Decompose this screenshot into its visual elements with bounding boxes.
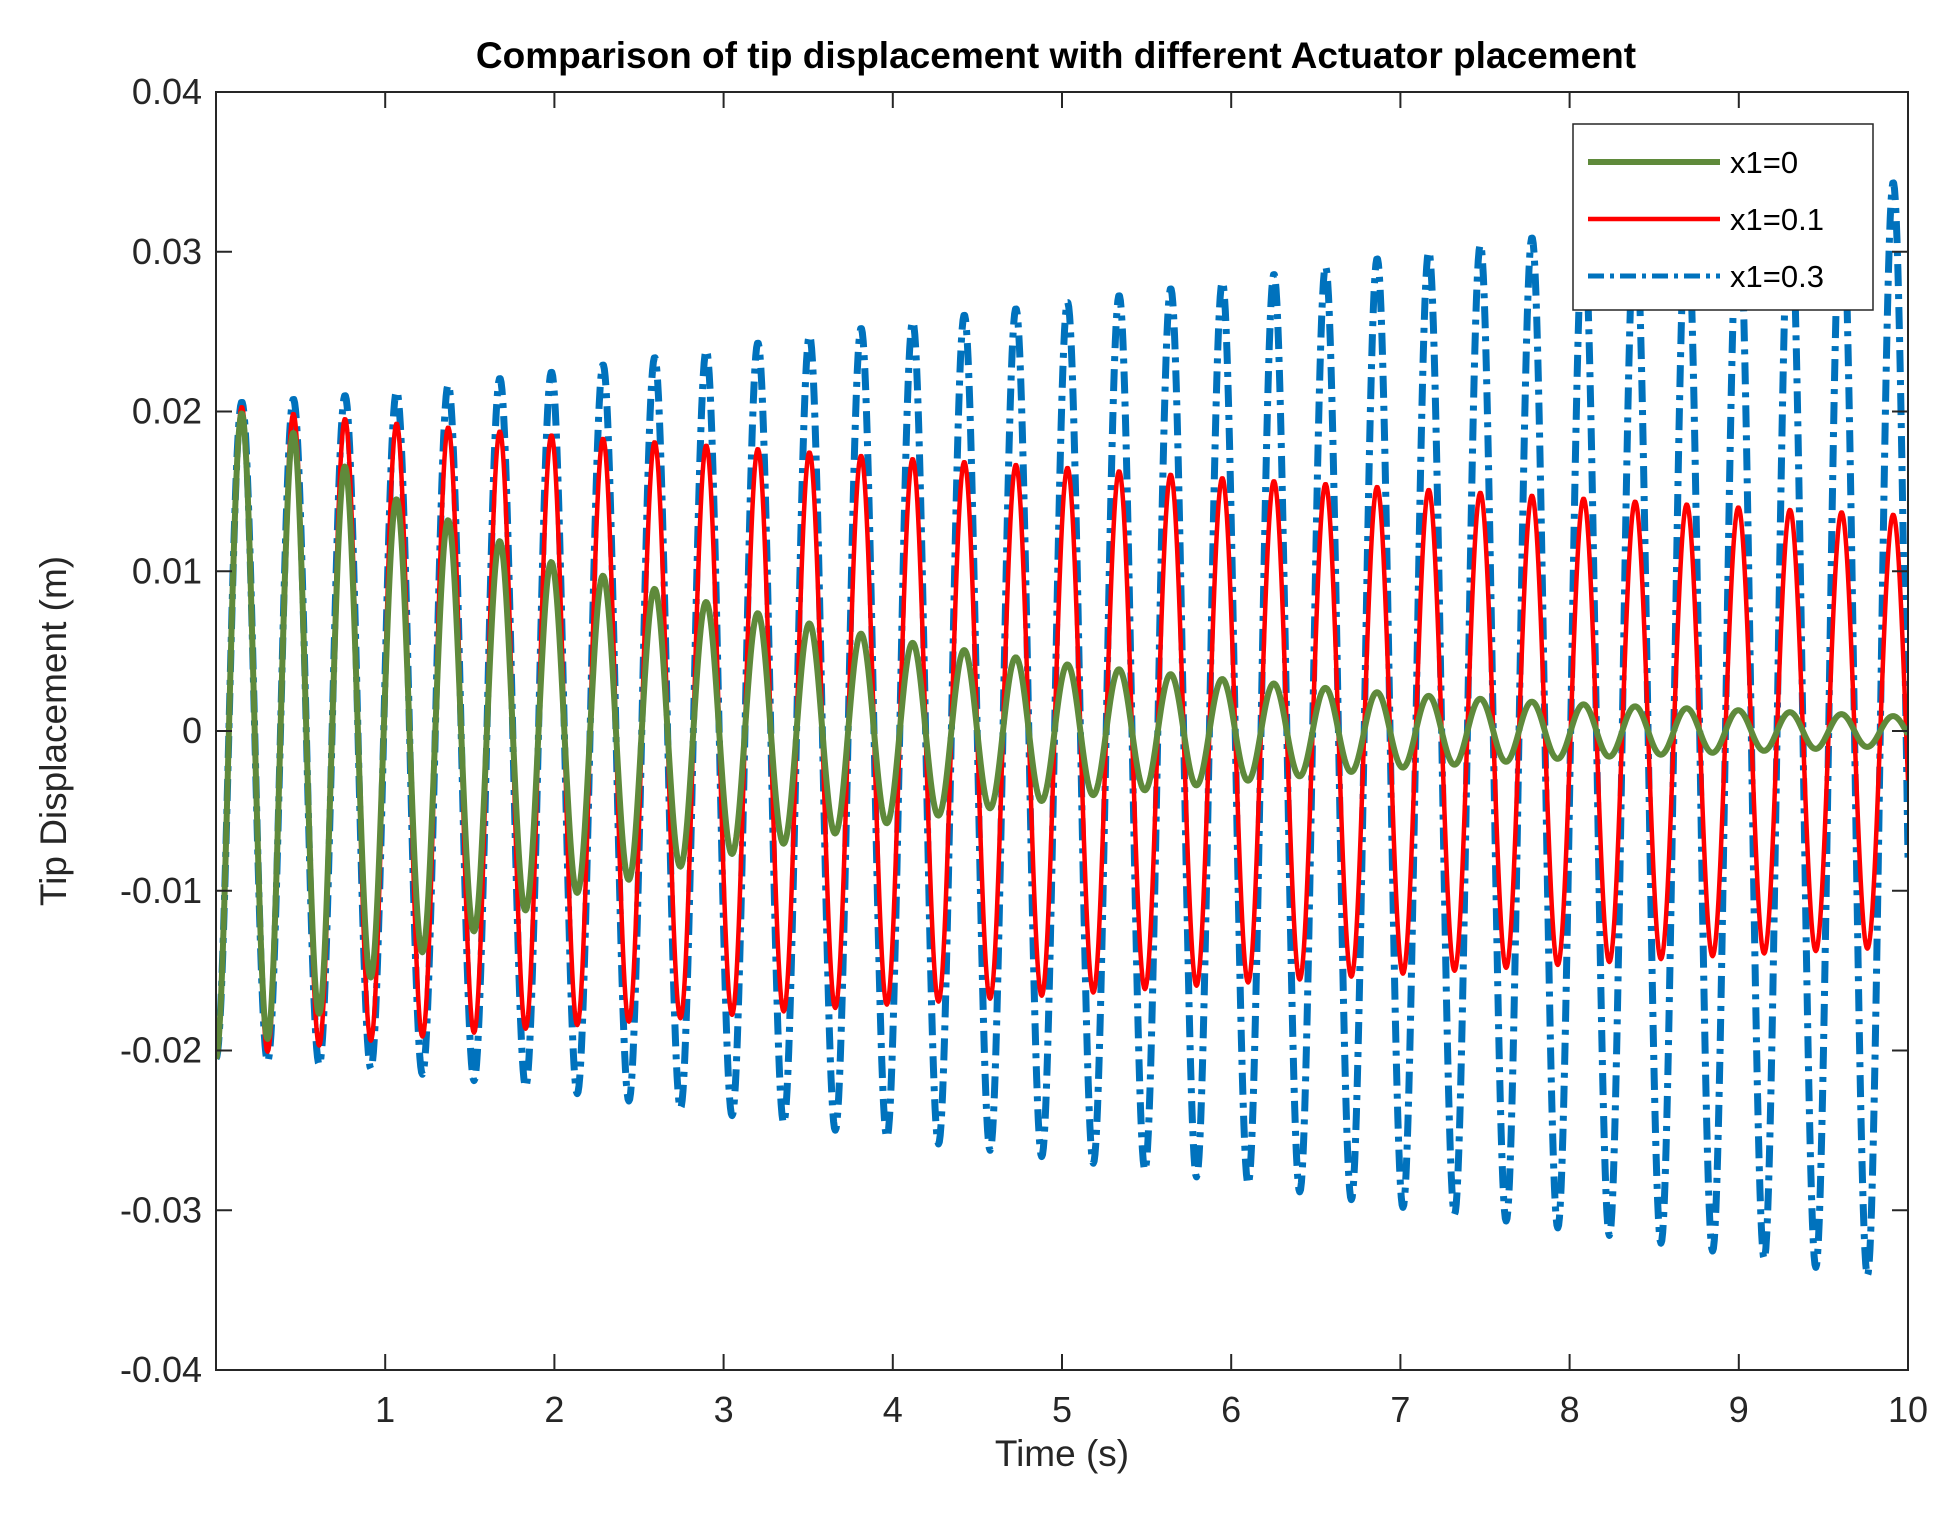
x-axis-label: Time (s) bbox=[995, 1433, 1129, 1474]
x-tick-label: 1 bbox=[375, 1389, 395, 1430]
x-tick-label: 5 bbox=[1052, 1389, 1072, 1430]
y-tick-label: 0.04 bbox=[132, 71, 202, 112]
ticks-layer: 1 2 3 4 5 6 7 8 9 10 -0.04 -0.03 -0.02 -0.01 0 0.01 0.02… bbox=[120, 71, 1928, 1430]
x-tick-label: 8 bbox=[1560, 1389, 1580, 1430]
y-axis-label: Tip Displacement (m) bbox=[33, 556, 74, 906]
chart-title: Comparison of tip displacement with diff… bbox=[476, 35, 1636, 76]
x-tick-label: 4 bbox=[883, 1389, 903, 1430]
y-tick-label: 0.01 bbox=[132, 550, 202, 591]
y-tick-label: -0.04 bbox=[120, 1349, 202, 1390]
legend-label: x1=0.1 bbox=[1730, 202, 1824, 237]
series-line-x1=0 bbox=[216, 410, 1908, 1060]
series-line-x1=0.1 bbox=[216, 405, 1908, 1060]
legend-label: x1=0.3 bbox=[1730, 259, 1824, 294]
y-tick-label: 0.03 bbox=[132, 231, 202, 272]
y-tick-label: -0.02 bbox=[120, 1030, 202, 1071]
x-tick-label: 3 bbox=[714, 1389, 734, 1430]
x-tick-label: 6 bbox=[1221, 1389, 1241, 1430]
y-tick-label: 0 bbox=[182, 710, 202, 751]
x-tick-label: 7 bbox=[1390, 1389, 1410, 1430]
y-tick-label: -0.03 bbox=[120, 1189, 202, 1230]
x-tick-label: 9 bbox=[1729, 1389, 1749, 1430]
y-tick-label: 0.02 bbox=[132, 391, 202, 432]
x-tick-label: 2 bbox=[544, 1389, 564, 1430]
y-tick-label: -0.01 bbox=[120, 870, 202, 911]
legend-label: x1=0 bbox=[1730, 145, 1798, 180]
x-tick-label: 10 bbox=[1888, 1389, 1928, 1430]
legend: x1=0 x1=0.1 x1=0.3 bbox=[1572, 123, 1874, 311]
series-layer bbox=[216, 179, 1908, 1280]
